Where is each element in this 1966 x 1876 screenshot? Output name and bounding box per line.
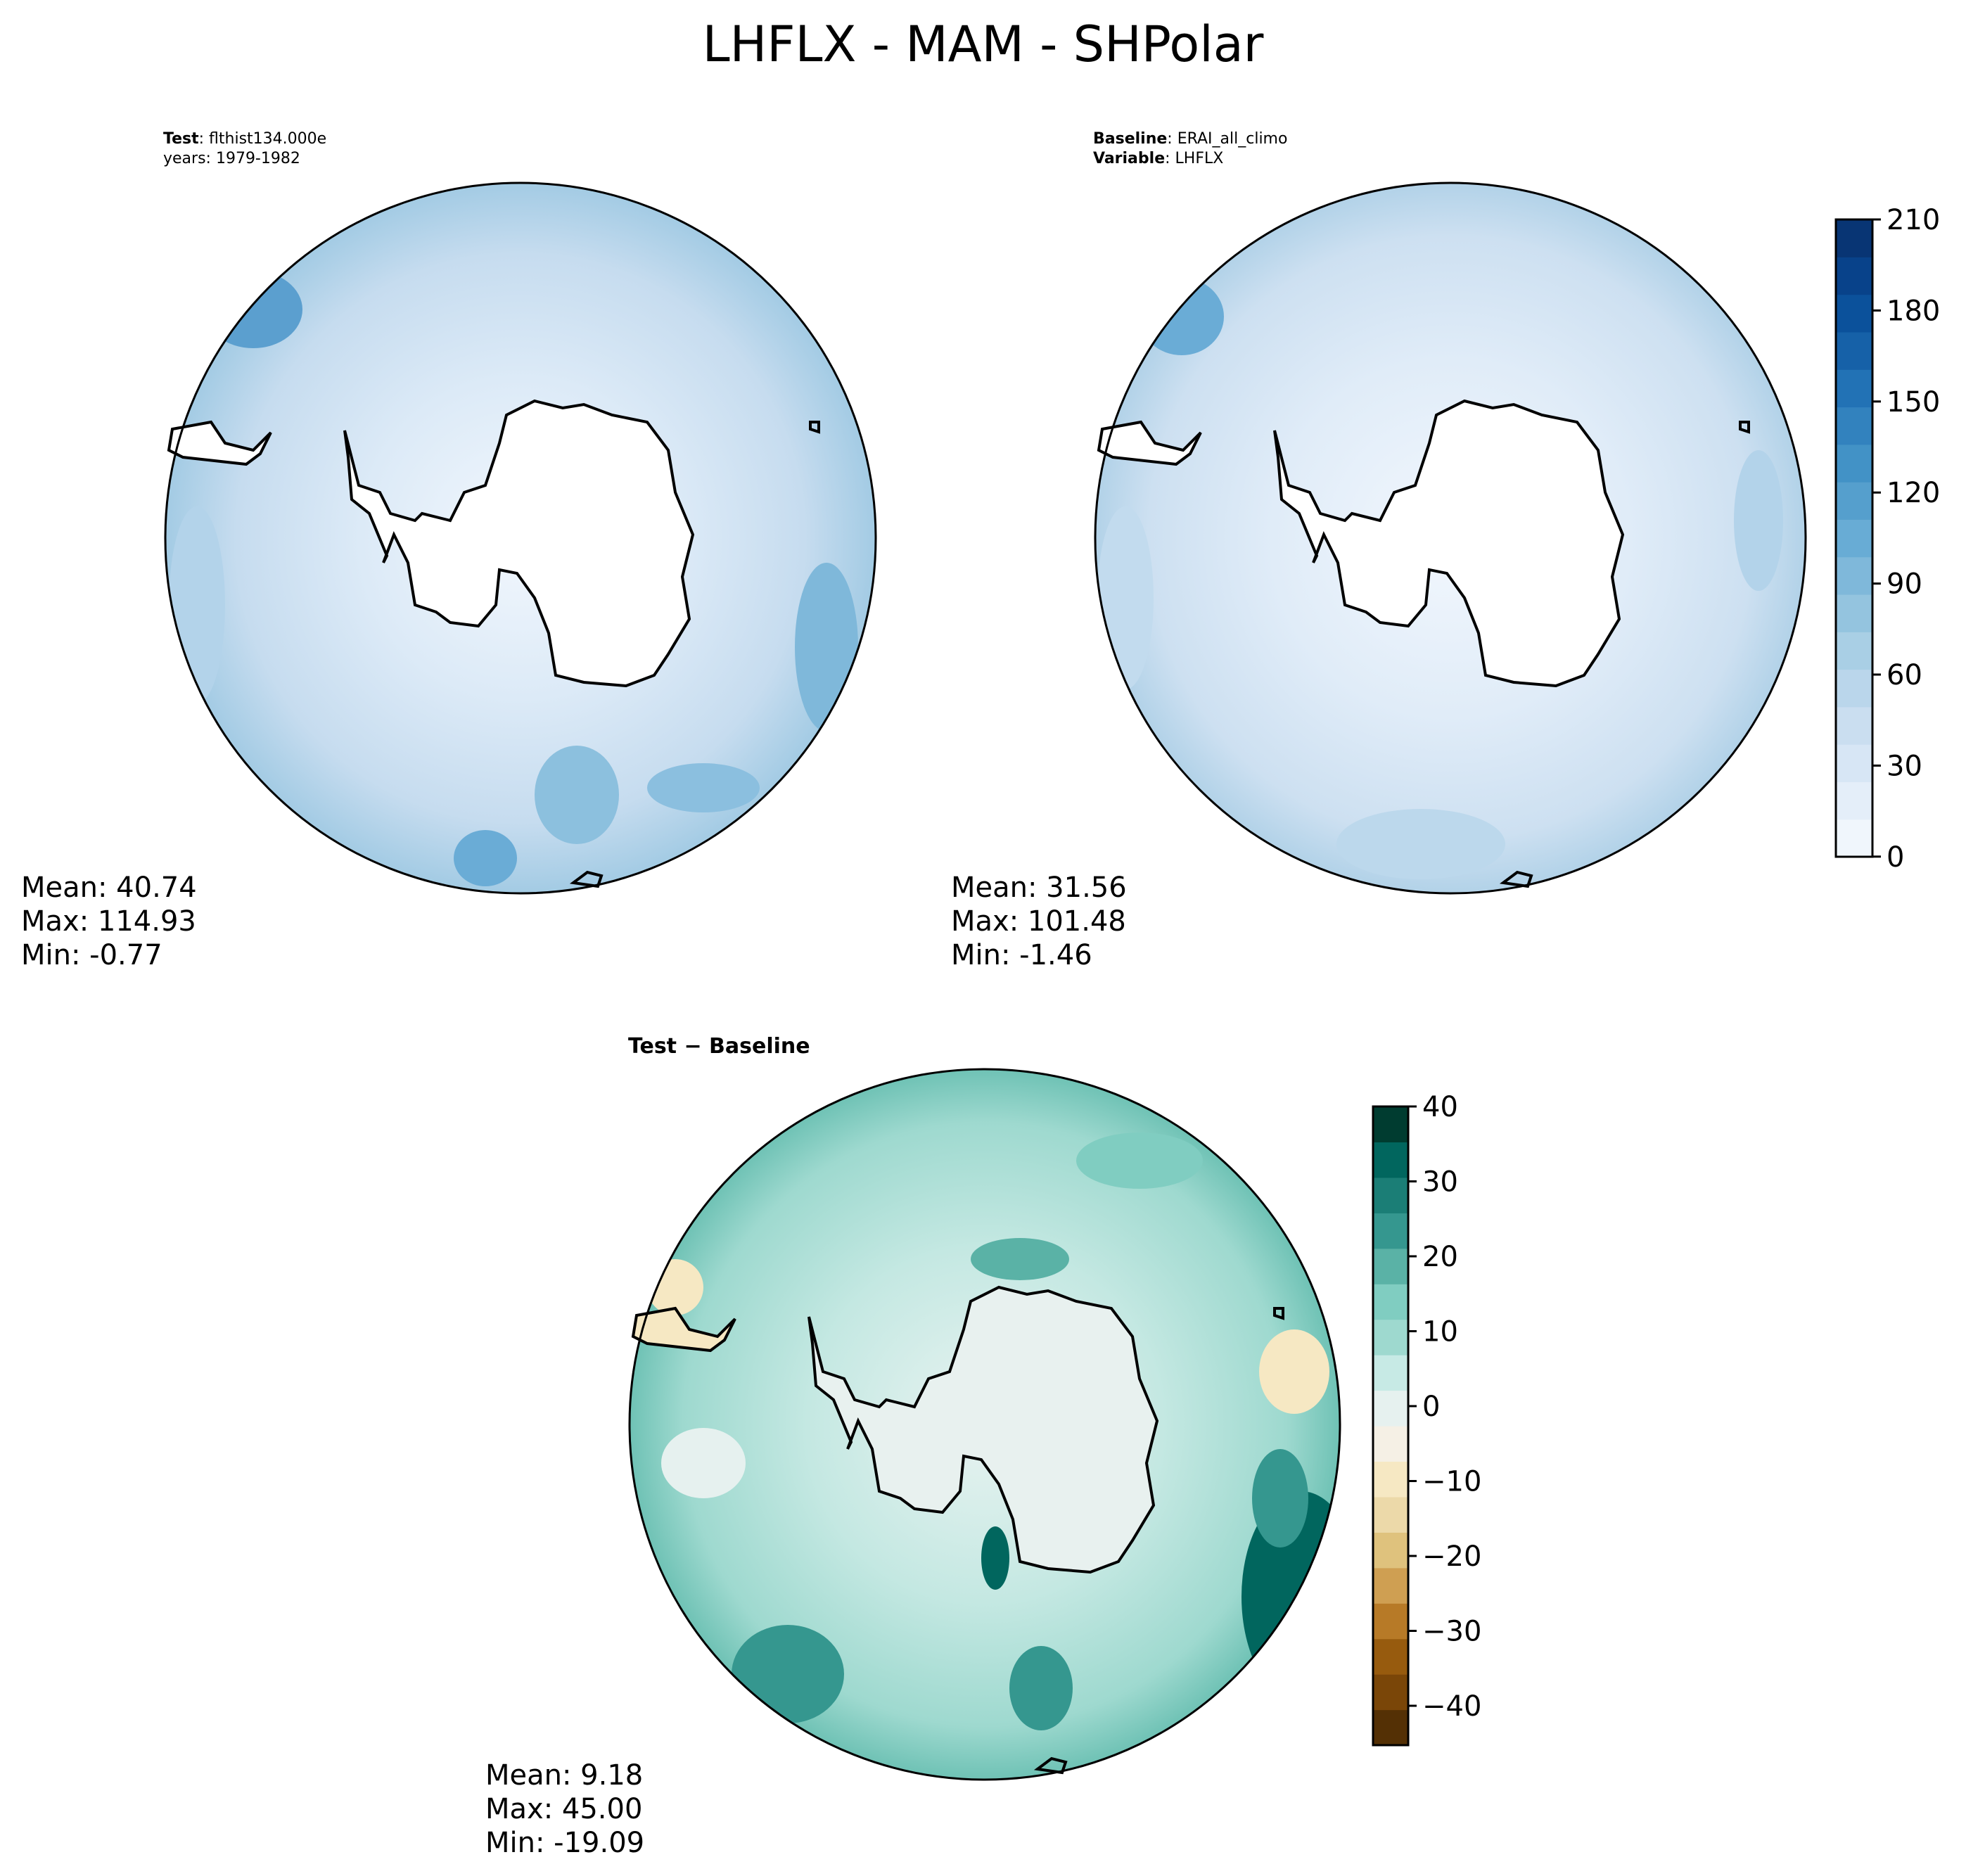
baseline-island-1 xyxy=(1739,421,1750,434)
diff-colorbar-border xyxy=(1372,1105,1410,1747)
diff-colorbar-segment xyxy=(1373,1284,1408,1320)
figure-title: LHFLX - MAM - SHPolar xyxy=(702,15,1264,73)
test-panel-header: Test: flthist134.000e years: 1979-1982 xyxy=(163,129,326,169)
main-colorbar: 210 180 150 120 90 60 30 0 xyxy=(1834,204,1940,874)
test-mean: Mean: 40.74 xyxy=(21,872,197,904)
main-colorbar-segment xyxy=(1836,594,1872,632)
main-colorbar-segment xyxy=(1836,294,1872,333)
main-colorbar-border xyxy=(1834,218,1874,858)
main-colorbar-tick-label: 120 xyxy=(1887,477,1940,509)
main-colorbar-segment xyxy=(1836,331,1872,370)
main-colorbar-tick-label: 180 xyxy=(1887,295,1940,327)
test-max: Max: 114.93 xyxy=(21,905,196,938)
diff-max: Max: 45.00 xyxy=(485,1793,643,1825)
baseline-panel-header: Baseline: ERAI_all_climo Variable: LHFLX xyxy=(1093,129,1287,169)
diff-colorbar-segment xyxy=(1373,1638,1408,1675)
diff-colorbar-tick-label: 30 xyxy=(1422,1166,1458,1199)
diff-colorbar-tick-label: −40 xyxy=(1422,1690,1481,1723)
diff-island-1 xyxy=(1273,1307,1284,1320)
main-colorbar-tick-label: 0 xyxy=(1887,841,1904,874)
diff-colorbar-tick-label: −10 xyxy=(1422,1466,1481,1498)
diff-colorbar-tick-label: 20 xyxy=(1422,1241,1458,1273)
baseline-header-line-1: Baseline: ERAI_all_climo xyxy=(1093,130,1288,148)
test-map xyxy=(164,181,877,895)
main-colorbar-segment xyxy=(1836,744,1872,783)
main-colorbar-segment xyxy=(1836,706,1872,745)
baseline-header-line-2: Variable: LHFLX xyxy=(1093,150,1224,167)
diff-panel-header: Test − Baseline xyxy=(628,1034,810,1059)
diff-colorbar-tick-label: −30 xyxy=(1422,1616,1481,1648)
diff-antarctica xyxy=(808,1285,1159,1574)
diff-colorbar-segment xyxy=(1373,1674,1408,1711)
diff-colorbar-segment xyxy=(1373,1319,1408,1355)
main-colorbar-segment xyxy=(1836,669,1872,708)
diff-island-2 xyxy=(1033,1756,1068,1775)
main-colorbar-segment xyxy=(1836,444,1872,483)
diff-map xyxy=(628,1068,1341,1781)
test-island-1 xyxy=(809,421,820,434)
main-colorbar-segment xyxy=(1836,219,1872,257)
main-colorbar-segment xyxy=(1836,519,1872,558)
diff-colorbar-tick-label: 0 xyxy=(1422,1391,1440,1423)
main-colorbar-segment xyxy=(1836,482,1872,520)
diff-stats: Mean: 9.18 Max: 45.00 Min: -19.09 xyxy=(485,1759,644,1860)
test-header-line-2: years: 1979-1982 xyxy=(163,150,300,167)
main-colorbar-segment xyxy=(1836,819,1872,857)
diff-colorbar-segment xyxy=(1373,1532,1408,1569)
diff-colorbar-segment xyxy=(1373,1709,1408,1746)
diff-colorbar-segment xyxy=(1373,1106,1408,1143)
main-colorbar-tick-label: 210 xyxy=(1887,204,1940,236)
baseline-max: Max: 101.48 xyxy=(951,905,1126,938)
diff-colorbar-tick-label: 40 xyxy=(1422,1091,1458,1123)
baseline-mean: Mean: 31.56 xyxy=(951,872,1127,904)
diff-colorbar-segment xyxy=(1373,1567,1408,1604)
diff-min: Min: -19.09 xyxy=(485,1827,645,1859)
test-stats: Mean: 40.74 Max: 114.93 Min: -0.77 xyxy=(21,871,197,972)
diff-colorbar-segment xyxy=(1373,1213,1408,1249)
diff-colorbar-segment xyxy=(1373,1390,1408,1427)
test-map-border xyxy=(164,181,877,895)
main-colorbar-segment xyxy=(1836,369,1872,408)
diff-colorbar-tick-label: 10 xyxy=(1422,1316,1458,1348)
main-colorbar-tick-label: 90 xyxy=(1887,568,1922,601)
test-header-line-1: Test: flthist134.000e xyxy=(163,130,327,148)
main-colorbar-tick-label: 30 xyxy=(1887,750,1922,782)
test-island-2 xyxy=(569,870,604,888)
baseline-min: Min: -1.46 xyxy=(951,939,1092,971)
main-colorbar-tick-label: 60 xyxy=(1887,659,1922,691)
diff-colorbar-segment xyxy=(1373,1355,1408,1391)
diff-map-border xyxy=(628,1068,1341,1781)
main-colorbar-tick-label: 150 xyxy=(1887,386,1940,419)
diff-mean: Mean: 9.18 xyxy=(485,1759,644,1792)
diff-colorbar-segment xyxy=(1373,1248,1408,1284)
baseline-antarctica xyxy=(1273,399,1625,688)
diff-colorbar-tick-label: −20 xyxy=(1422,1540,1481,1573)
baseline-stats: Mean: 31.56 Max: 101.48 Min: -1.46 xyxy=(951,871,1127,972)
baseline-map xyxy=(1094,181,1807,895)
test-min: Min: -0.77 xyxy=(21,939,162,971)
diff-colorbar-segment xyxy=(1373,1461,1408,1498)
main-colorbar-segment xyxy=(1836,781,1872,820)
diff-colorbar-segment xyxy=(1373,1496,1408,1533)
diff-colorbar-segment xyxy=(1373,1603,1408,1640)
diff-colorbar-segment xyxy=(1373,1142,1408,1178)
baseline-map-border xyxy=(1094,181,1807,895)
main-colorbar-segment xyxy=(1836,257,1872,295)
diff-colorbar-segment xyxy=(1373,1426,1408,1462)
diff-colorbar-segment xyxy=(1373,1177,1408,1213)
test-antarctica xyxy=(343,399,695,688)
baseline-island-2 xyxy=(1499,870,1533,888)
diff-colorbar: 40 30 20 10 0 −10 −20 −30 −40 xyxy=(1372,1091,1481,1747)
main-colorbar-segment xyxy=(1836,407,1872,445)
main-colorbar-segment xyxy=(1836,632,1872,670)
main-colorbar-segment xyxy=(1836,556,1872,595)
